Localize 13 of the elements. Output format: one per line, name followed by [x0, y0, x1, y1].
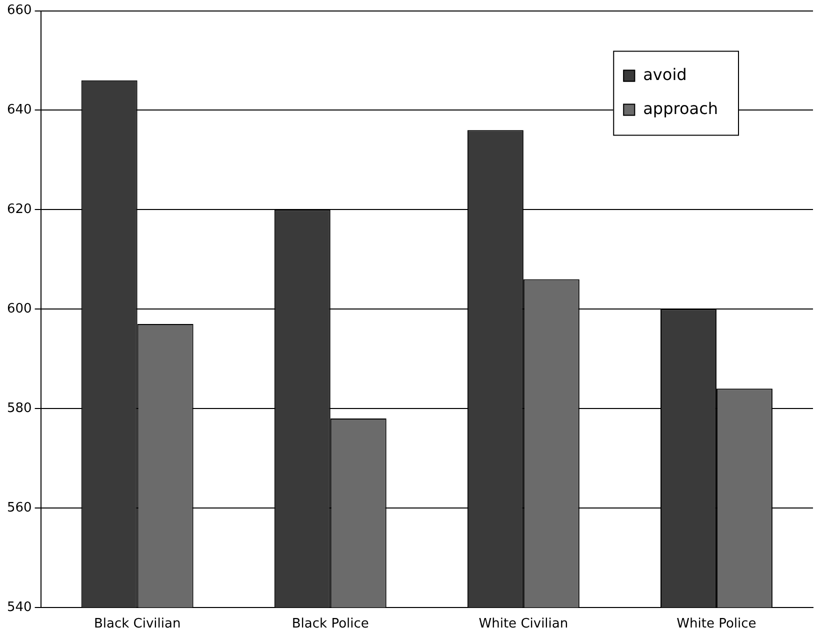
legend-label: approach [643, 98, 718, 118]
x-tick-label: Black Civilian [94, 616, 181, 632]
y-tick-label: 600 [6, 301, 32, 316]
legend-label: avoid [643, 64, 687, 84]
y-tick-label: 640 [6, 102, 32, 118]
x-tick-label: Black Police [292, 616, 369, 632]
y-tick-label: 560 [6, 500, 32, 516]
y-tick-label: 580 [6, 400, 32, 416]
x-tick-label: White Civilian [478, 616, 568, 632]
y-tick-label: 540 [6, 600, 32, 615]
y-tick-label: 620 [6, 202, 32, 218]
y-tick-label: 660 [6, 3, 32, 18]
x-tick-label: White Police [676, 616, 756, 632]
